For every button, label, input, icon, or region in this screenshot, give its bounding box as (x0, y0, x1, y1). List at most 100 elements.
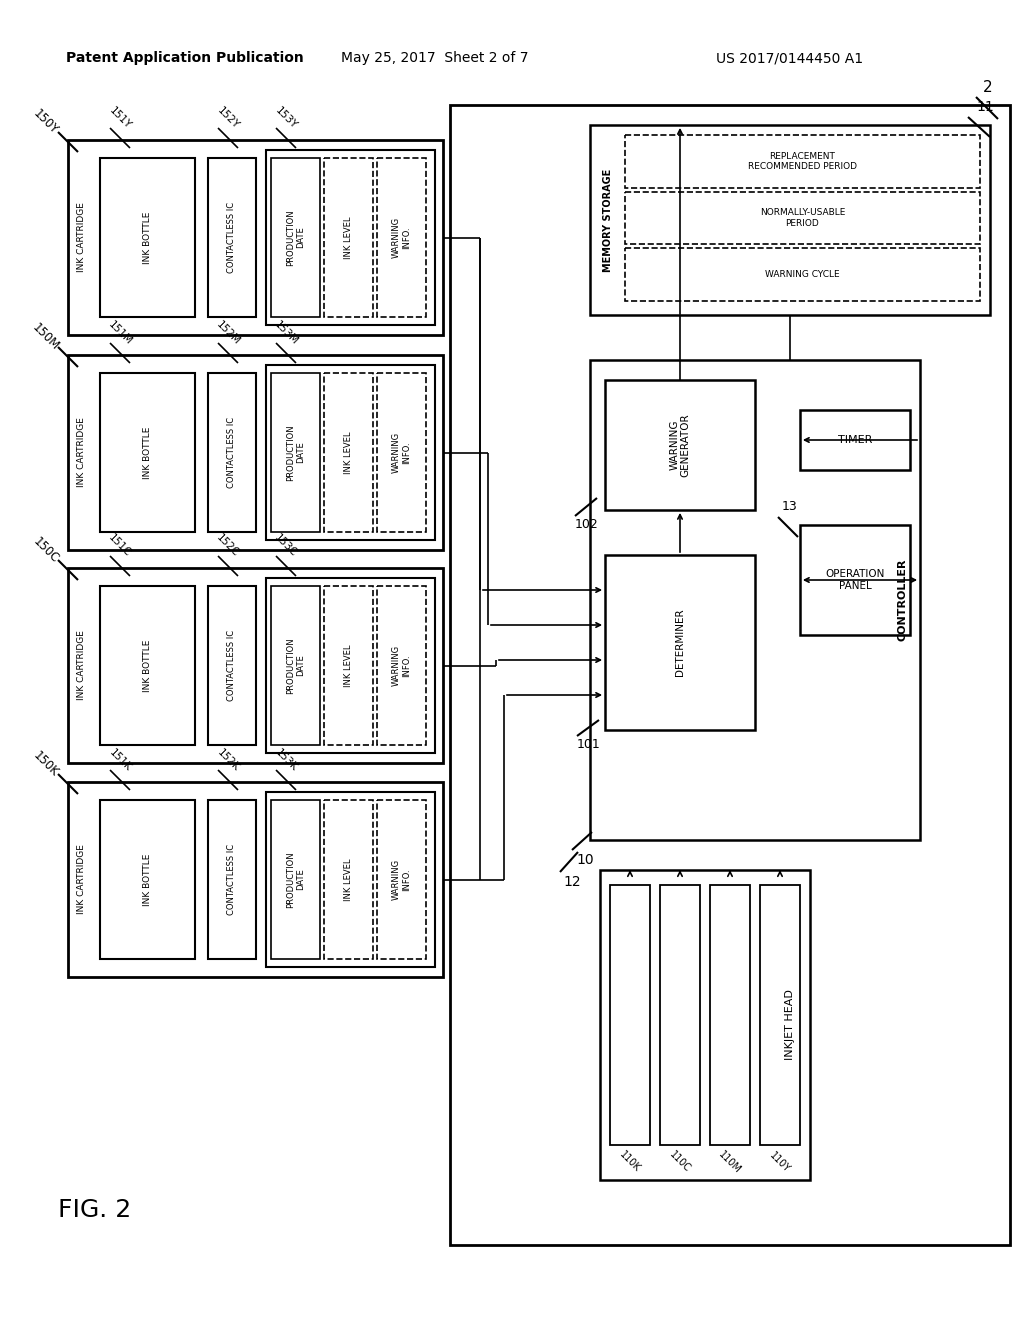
Text: WARNING
GENERATOR: WARNING GENERATOR (670, 413, 691, 477)
Bar (625, 191, 980, 244)
Bar (100, 800, 195, 960)
Bar (271, 158, 319, 317)
Text: 150K: 150K (31, 748, 61, 779)
Text: TIMER: TIMER (838, 436, 872, 445)
Bar (377, 374, 426, 532)
Bar (610, 884, 650, 1144)
Text: 153C: 153C (272, 533, 299, 560)
Bar (324, 158, 373, 317)
Bar (377, 586, 426, 744)
Bar (324, 800, 373, 960)
Text: 151Y: 151Y (108, 106, 133, 131)
Text: REPLACEMENT
RECOMMENDED PERIOD: REPLACEMENT RECOMMENDED PERIOD (748, 152, 857, 172)
Text: 110C: 110C (668, 1150, 692, 1175)
Text: 153K: 153K (273, 747, 299, 774)
Bar (68, 781, 443, 977)
Text: MEMORY STORAGE: MEMORY STORAGE (603, 169, 613, 272)
Text: PRODUCTION
DATE: PRODUCTION DATE (286, 638, 305, 694)
Text: INK LEVEL: INK LEVEL (344, 858, 353, 900)
Bar (760, 884, 800, 1144)
Text: CONTACTLESS IC: CONTACTLESS IC (227, 202, 237, 273)
Text: CONTACTLESS IC: CONTACTLESS IC (227, 630, 237, 701)
Text: 150M: 150M (30, 321, 62, 352)
Bar (605, 554, 755, 730)
Bar (324, 374, 373, 532)
Text: WARNING CYCLE: WARNING CYCLE (765, 271, 840, 279)
Text: PRODUCTION
DATE: PRODUCTION DATE (286, 851, 305, 908)
Bar (208, 374, 256, 532)
Text: 101: 101 (578, 738, 601, 751)
Text: 151K: 151K (108, 747, 133, 774)
Bar (68, 140, 443, 335)
Text: INK BOTTLE: INK BOTTLE (143, 853, 152, 906)
Text: WARNING
INFO.: WARNING INFO. (392, 859, 412, 900)
Text: INK LEVEL: INK LEVEL (344, 216, 353, 259)
Bar (660, 884, 700, 1144)
Text: 110K: 110K (617, 1150, 642, 1175)
Bar (208, 158, 256, 317)
Text: 152K: 152K (215, 747, 241, 774)
Text: INK LEVEL: INK LEVEL (344, 644, 353, 686)
Bar (590, 360, 920, 840)
Text: Patent Application Publication: Patent Application Publication (67, 51, 304, 65)
Text: INKJET HEAD: INKJET HEAD (785, 990, 795, 1060)
Text: May 25, 2017  Sheet 2 of 7: May 25, 2017 Sheet 2 of 7 (341, 51, 528, 65)
Bar (450, 106, 1010, 1245)
Bar (600, 870, 810, 1180)
Bar (266, 578, 435, 752)
Text: 153Y: 153Y (273, 106, 299, 131)
Text: INK CARTRIDGE: INK CARTRIDGE (78, 845, 86, 915)
Text: WARNING
INFO.: WARNING INFO. (392, 432, 412, 473)
Text: 152M: 152M (214, 319, 242, 347)
Bar (208, 586, 256, 744)
Bar (100, 158, 195, 317)
Bar (266, 792, 435, 968)
Bar (266, 366, 435, 540)
Text: CONTACTLESS IC: CONTACTLESS IC (227, 843, 237, 915)
Text: 151C: 151C (106, 533, 133, 560)
Bar (377, 158, 426, 317)
Bar (605, 380, 755, 510)
Text: 2: 2 (983, 79, 993, 95)
Bar (377, 800, 426, 960)
Bar (800, 411, 910, 470)
Text: 150Y: 150Y (31, 107, 61, 137)
Text: 152C: 152C (215, 533, 242, 560)
Text: INK BOTTLE: INK BOTTLE (143, 426, 152, 479)
Bar (590, 125, 990, 315)
Text: 110M: 110M (717, 1148, 743, 1175)
Text: CONTROLLER: CONTROLLER (897, 558, 907, 642)
Text: 12: 12 (563, 875, 581, 888)
Text: INK BOTTLE: INK BOTTLE (143, 639, 152, 692)
Text: 110Y: 110Y (768, 1150, 793, 1173)
Text: WARNING
INFO.: WARNING INFO. (392, 216, 412, 259)
Text: US 2017/0144450 A1: US 2017/0144450 A1 (717, 51, 863, 65)
Bar (68, 568, 443, 763)
Text: NORMALLY-USABLE
PERIOD: NORMALLY-USABLE PERIOD (760, 209, 845, 227)
Bar (100, 374, 195, 532)
Text: 13: 13 (782, 500, 798, 513)
Text: CONTACTLESS IC: CONTACTLESS IC (227, 417, 237, 488)
Bar (324, 586, 373, 744)
Text: OPERATION
PANEL: OPERATION PANEL (825, 569, 885, 591)
Text: 150C: 150C (31, 535, 61, 565)
Text: INK CARTRIDGE: INK CARTRIDGE (78, 202, 86, 272)
Bar (271, 374, 319, 532)
Text: DETERMINER: DETERMINER (675, 609, 685, 676)
Bar (271, 586, 319, 744)
Text: INK CARTRIDGE: INK CARTRIDGE (78, 631, 86, 701)
Bar (208, 800, 256, 960)
Text: 152Y: 152Y (215, 106, 241, 131)
Bar (100, 586, 195, 744)
Text: FIG. 2: FIG. 2 (58, 1199, 132, 1222)
Bar (800, 525, 910, 635)
Text: 10: 10 (577, 853, 594, 867)
Text: PRODUCTION
DATE: PRODUCTION DATE (286, 424, 305, 480)
Bar (625, 248, 980, 301)
Text: INK CARTRIDGE: INK CARTRIDGE (78, 417, 86, 487)
Bar (625, 135, 980, 187)
Text: WARNING
INFO.: WARNING INFO. (392, 645, 412, 686)
Text: 102: 102 (575, 519, 599, 532)
Bar (68, 355, 443, 550)
Text: 11: 11 (976, 100, 994, 114)
